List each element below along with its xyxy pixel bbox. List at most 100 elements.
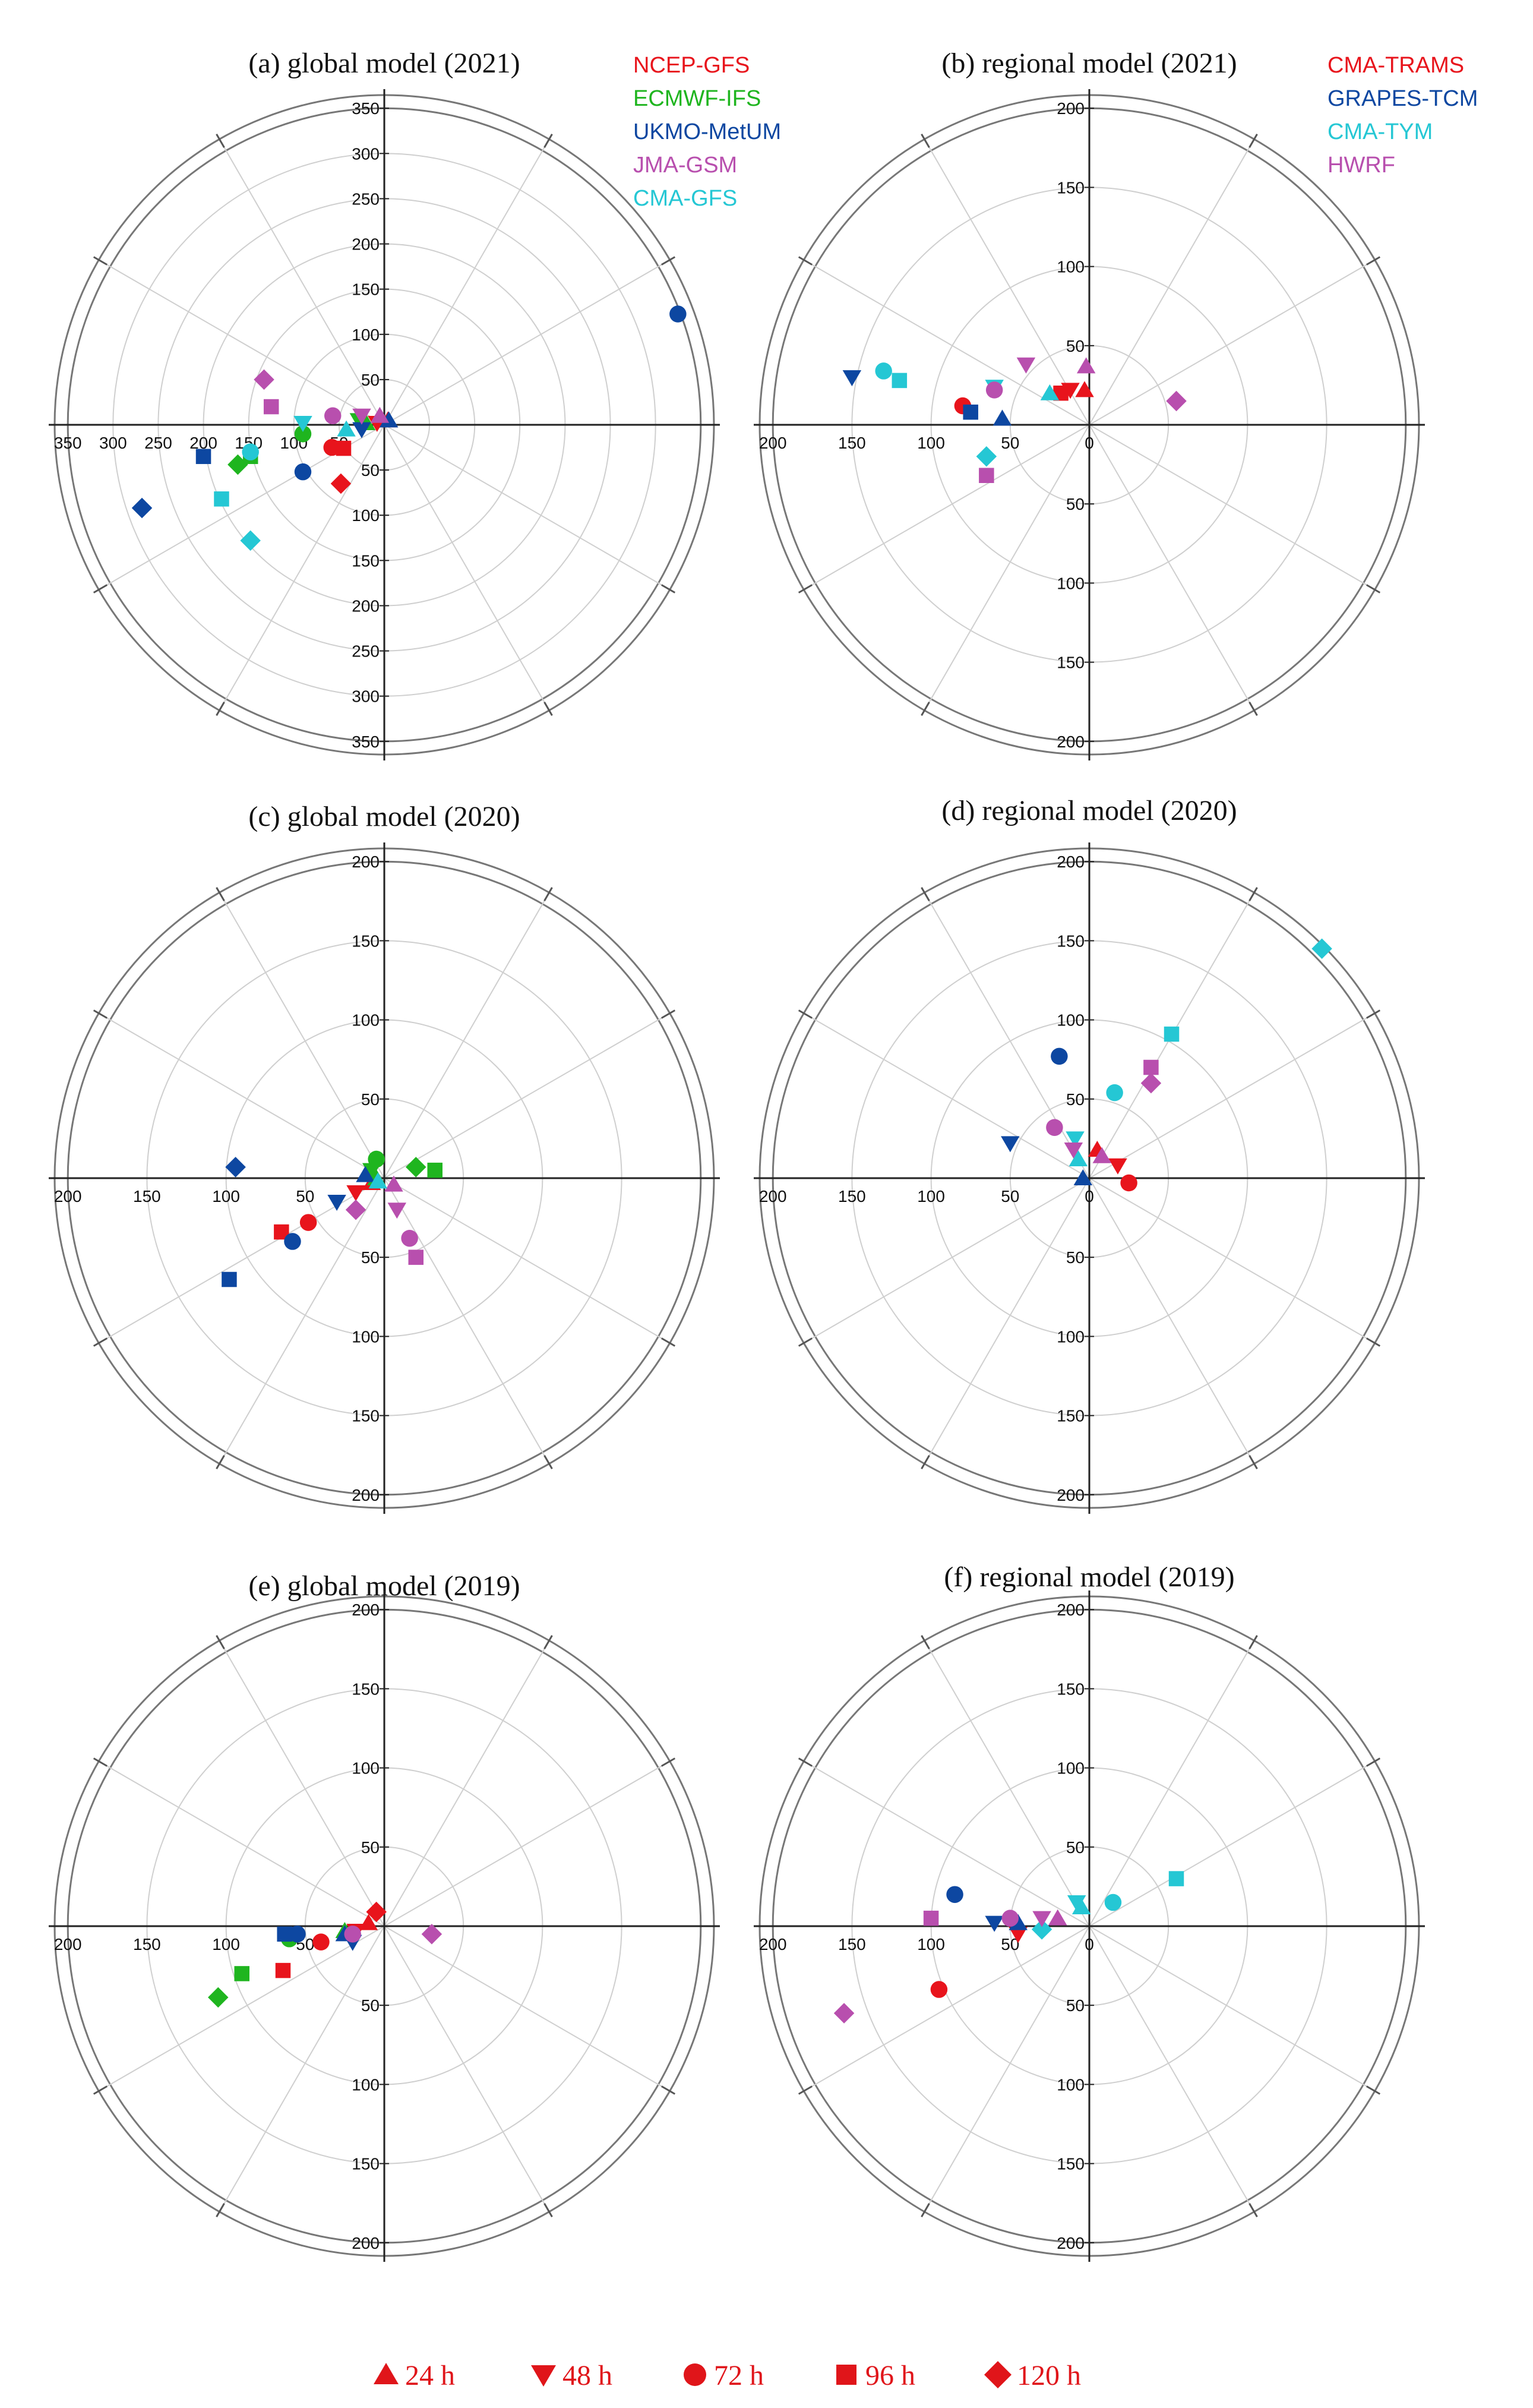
legend-cma-trams: CMA-TRAMS: [1327, 53, 1464, 78]
point-grapes-tcm-48-h: GRAPES-TCM 48 h: [1001, 1136, 1020, 1153]
point-cma-tym-24-h: CMA-TYM 24 h: [1069, 1150, 1088, 1167]
outer-tick: [543, 1634, 553, 1649]
tick-label-y: 200: [1057, 733, 1085, 751]
point-grapes-tcm-72-h: GRAPES-TCM 72 h: [946, 1886, 963, 1903]
point-jma-gsm-96-h: JMA-GSM 96 h: [263, 399, 279, 415]
point-ecmwf-ifs-120-h: ECMWF-IFS 120 h: [227, 454, 248, 475]
tick-label-x: 200: [54, 1187, 82, 1205]
panel-title-b: (b) regional model (2021): [941, 48, 1237, 79]
point-hwrf-72-h: HWRF 72 h: [985, 381, 1003, 399]
key-triangle-up-icon: [374, 2363, 399, 2384]
grid-spoke: [1089, 138, 1255, 425]
point-cma-trams-48-h: CMA-TRAMS 48 h: [1009, 1927, 1028, 1943]
point-cma-tym-72-h: CMA-TYM 72 h: [875, 362, 892, 380]
grid-spoke: [219, 1640, 385, 1927]
tick-label-y: 100: [1057, 1327, 1085, 1346]
grid-spoke: [924, 138, 1090, 425]
point-hwrf-24-h: HWRF 24 h: [1076, 357, 1096, 374]
tick-label-y: 350: [352, 733, 380, 751]
point-ukmo-metum-96-h: UKMO-MetUM 96 h: [222, 1271, 237, 1287]
outer-tick: [1366, 584, 1381, 594]
outer-tick: [1366, 1337, 1381, 1347]
point-ncep-gfs-120-h: NCEP-GFS 120 h: [330, 473, 352, 494]
point-hwrf-48-h: HWRF 48 h: [1064, 1143, 1083, 1159]
outer-tick: [921, 702, 930, 717]
tick-label-y: 50: [361, 461, 380, 479]
point-jma-gsm-24-h: JMA-GSM 24 h: [370, 406, 390, 423]
outer-tick: [216, 886, 225, 901]
outer-tick: [1248, 1634, 1258, 1649]
tick-label-y: 250: [352, 190, 380, 208]
grid-spoke: [384, 424, 671, 591]
tick-label-y: 100: [1057, 1011, 1085, 1030]
tick-label-y: 50: [1066, 495, 1085, 513]
tick-label-x: 50: [1001, 434, 1019, 452]
tick-label-y: 150: [1057, 1407, 1085, 1425]
panel-d: (d) regional model (2020) 50 50 100 100 150 15…: [754, 795, 1425, 1514]
grid-spoke: [384, 138, 550, 425]
point-ecmwf-ifs-120-h: ECMWF-IFS 120 h: [208, 1987, 229, 2008]
tick-label-y: 50: [1066, 1248, 1085, 1267]
panel-b: (b) regional model (2021) 50 50 100 100 150 15…: [669, 48, 1478, 760]
panel-title-a: (a) global model (2021): [248, 48, 520, 79]
grid-spoke: [924, 424, 1090, 711]
grid-spoke: [384, 892, 550, 1179]
point-cma-tym-72-h: CMA-TYM 72 h: [1104, 1893, 1122, 1911]
point-jma-gsm-120-h: JMA-GSM 120 h: [421, 1924, 442, 1945]
outer-tick: [1248, 702, 1258, 717]
outer-tick: [798, 1757, 813, 1767]
point-ukmo-metum-96-h: UKMO-MetUM 96 h: [195, 449, 211, 465]
tick-label-y: 150: [1057, 1680, 1085, 1698]
tick-label-y: 200: [1057, 1601, 1085, 1619]
outer-tick: [1248, 1455, 1258, 1470]
outer-tick: [921, 2203, 930, 2218]
legend-ecmwf-ifs: ECMWF-IFS: [633, 86, 761, 111]
point-cma-tym-96-h: CMA-TYM 96 h: [892, 373, 908, 389]
point-cma-gfs-96-h: CMA-GFS 96 h: [214, 491, 229, 507]
outer-tick: [216, 1455, 225, 1470]
outer-tick: [661, 2085, 676, 2095]
point-jma-gsm-120-h: JMA-GSM 120 h: [345, 1200, 366, 1220]
grid-spoke: [803, 1926, 1090, 2092]
tick-label-x: 200: [759, 434, 787, 452]
grid-spoke: [98, 1926, 385, 2092]
outer-tick: [93, 256, 108, 266]
grid-spoke: [803, 1178, 1090, 1344]
key-diamond-icon: [984, 2361, 1012, 2388]
outer-tick: [661, 1757, 676, 1767]
panel-f: (f) regional model (2019) 50 50 100 100 150 15…: [754, 1561, 1425, 2262]
outer-tick: [93, 1757, 108, 1767]
point-hwrf-48-h: HWRF 48 h: [1016, 357, 1036, 374]
grid-spoke: [384, 424, 550, 711]
outer-tick: [1366, 256, 1381, 266]
tick-label-y: 200: [1057, 2234, 1085, 2252]
point-hwrf-72-h: HWRF 72 h: [1001, 1910, 1019, 1927]
point-cma-trams-72-h: CMA-TRAMS 72 h: [1120, 1174, 1137, 1192]
grid-spoke: [1089, 424, 1255, 711]
tick-label-y: 200: [1057, 853, 1085, 871]
tick-label-y: 200: [352, 1486, 380, 1504]
point-jma-gsm-48-h: JMA-GSM 48 h: [387, 1203, 407, 1219]
grid-spoke: [924, 1178, 1090, 1465]
tick-label-y: 50: [1066, 1090, 1085, 1109]
outer-tick: [93, 1337, 108, 1347]
point-jma-gsm-24-h: JMA-GSM 24 h: [384, 1175, 403, 1192]
tick-label-y: 300: [352, 687, 380, 706]
point-cma-tym-48-h: CMA-TYM 48 h: [1067, 1895, 1086, 1912]
marker-key: 24 h 48 h 72 h 96 h 120 h: [374, 2360, 1081, 2391]
tick-label-x: 0: [1085, 1187, 1094, 1205]
outer-tick: [543, 886, 553, 901]
point-hwrf-72-h: HWRF 72 h: [1046, 1119, 1063, 1137]
legend-jma-gsm: JMA-GSM: [633, 153, 737, 178]
legend-ncep-gfs: NCEP-GFS: [633, 53, 750, 78]
tick-label-x: 100: [917, 1187, 945, 1205]
grid-spoke: [219, 1926, 385, 2213]
tick-label-y: 100: [352, 506, 380, 525]
grid-spoke: [219, 1178, 385, 1465]
grid-spoke: [384, 1178, 671, 1344]
point-jma-gsm-96-h: JMA-GSM 96 h: [408, 1249, 424, 1265]
point-ecmwf-ifs-120-h: ECMWF-IFS 120 h: [406, 1157, 426, 1178]
tick-label-y: 200: [352, 235, 380, 254]
point-ncep-gfs-72-h: NCEP-GFS 72 h: [299, 1214, 317, 1231]
point-hwrf-120-h: HWRF 120 h: [1140, 1072, 1162, 1094]
